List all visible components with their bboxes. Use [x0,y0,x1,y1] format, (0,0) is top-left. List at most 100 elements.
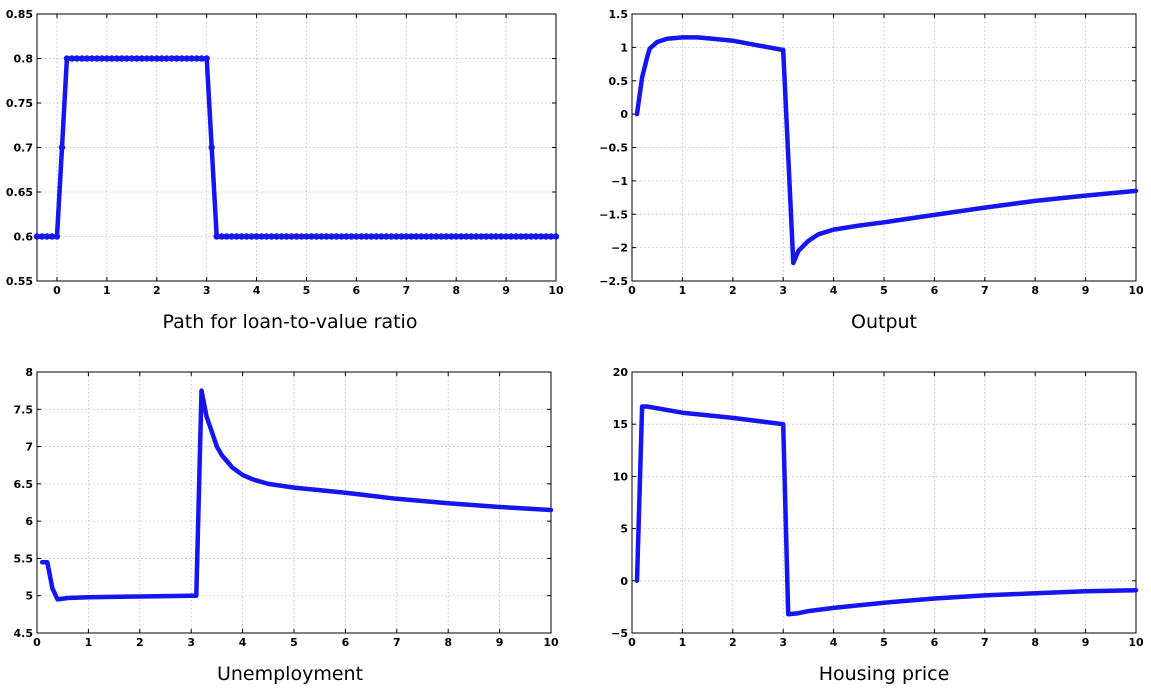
x-tick-label: 2 [136,636,144,649]
x-tick-label: 4 [830,636,838,649]
y-tick-label: 1 [620,41,628,54]
data-point [328,233,335,240]
x-tick-label: 2 [153,284,161,297]
y-tick-label: 0.55 [6,275,33,288]
data-point [408,233,415,240]
series-line [634,35,1139,266]
y-tick-label: 6 [25,515,33,528]
x-tick-label: 6 [342,636,350,649]
x-tick-label: 4 [830,284,838,297]
data-point [53,233,61,240]
data-point [428,233,435,240]
data-point [403,233,410,240]
data-point [448,233,455,240]
data-point [248,233,255,240]
data-point [487,233,495,240]
data-point [48,233,56,240]
data-point [233,233,240,240]
data-point [527,233,535,240]
x-tick-label: 2 [729,284,737,297]
data-point [163,55,170,62]
data-point [278,233,285,240]
y-tick-label: 5 [620,523,628,536]
data-point [198,55,205,62]
chart-title: Housing price [819,663,950,685]
data-point [188,55,195,62]
y-tick-label: 10 [613,470,629,483]
x-tick-label: 7 [981,284,989,297]
data-point [537,233,545,240]
series-line [634,404,1139,617]
y-tick-label: 1.5 [609,8,629,21]
x-tick-label: 9 [1082,284,1090,297]
data-point [348,233,355,240]
panel-unemployment: Unemployment 0 1 2 3 4 5 6 7 8 9 10 4.5 5 5.5 6 6.5 7 7.5… [14,366,559,685]
data-point [218,233,225,240]
data-point [323,233,330,240]
data-point [492,233,500,240]
y-tick-label: 6.5 [14,478,34,491]
data-point [68,55,76,62]
data-point [73,55,81,62]
y-tick-label: 0.5 [609,75,629,88]
data-point [253,233,260,240]
data-point [173,55,180,62]
data-point [203,55,210,62]
x-tick-label: 8 [452,284,460,297]
data-point [113,55,121,62]
data-point [517,233,525,240]
data-point [438,233,445,240]
x-tick-label: 1 [85,636,93,649]
data-point [298,233,305,240]
data-point [103,55,111,62]
x-tick-label: 9 [502,284,510,297]
data-point [378,233,385,240]
data-point [388,233,395,240]
data-point [318,233,325,240]
y-tick-label: 0.7 [14,142,34,155]
data-point [108,55,116,62]
y-tick-label: −2 [611,242,628,255]
data-point [313,233,320,240]
data-point [418,233,425,240]
data-point [353,233,360,240]
data-point [228,233,235,240]
data-point [293,233,300,240]
data-point [158,55,165,62]
x-tick-label: 8 [1031,636,1039,649]
data-point [223,233,230,240]
data-point [128,55,136,62]
data-point [522,233,530,240]
data-point [143,55,150,62]
data-point [273,233,280,240]
data-point [467,233,475,240]
data-point [58,144,66,151]
data-point [88,55,96,62]
x-tick-label: 7 [402,284,410,297]
data-point [423,233,430,240]
panel-output: Output 0 1 2 3 4 5 6 7 8 9 10 −2.5 −2 −1.5 −1 −0.5 0 0.5 1… [599,8,1144,333]
x-tick-label: 10 [543,636,559,649]
y-tick-label: 7 [25,441,33,454]
data-point [532,233,540,240]
data-point [118,55,126,62]
data-point [183,55,190,62]
data-point [452,233,460,240]
x-tick-label: 6 [353,284,361,297]
x-tick-label: 1 [679,636,687,649]
data-point [123,55,131,62]
chart-title: Path for loan-to-value ratio [163,311,418,333]
x-tick-label: 9 [1082,636,1090,649]
data-point [33,233,41,240]
data-point [338,233,345,240]
x-tick-label: 0 [628,636,636,649]
y-tick-label: −2.5 [599,275,628,288]
data-point [497,233,505,240]
data-point [63,55,71,62]
x-tick-label: 1 [679,284,687,297]
data-point [43,233,51,240]
data-point [38,233,46,240]
data-point [258,233,265,240]
data-point [512,233,520,240]
